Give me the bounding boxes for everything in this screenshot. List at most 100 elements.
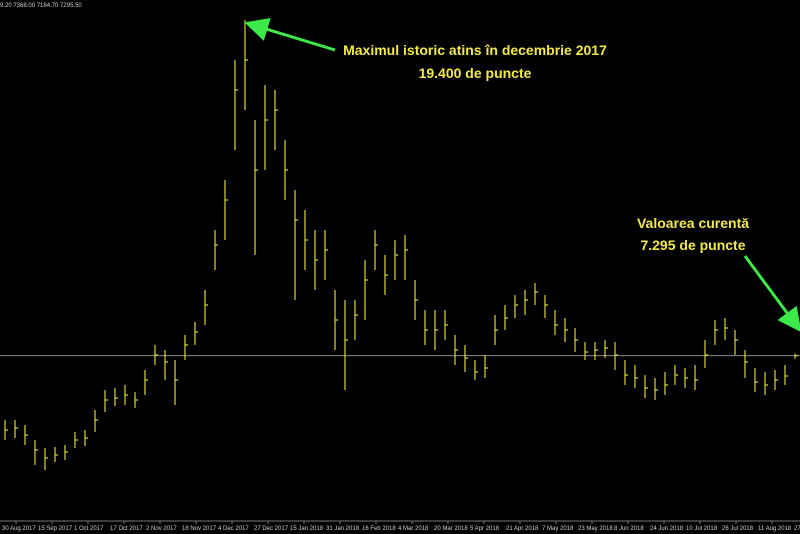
ohlc-bar xyxy=(304,210,308,270)
annotation: Maximul istoric atins în decembrie 2017 xyxy=(343,42,607,58)
ohlc-bar xyxy=(344,300,348,390)
arrow xyxy=(743,255,800,333)
ohlc-bar xyxy=(234,60,238,150)
x-tick-label: 18 Nov 2017 xyxy=(182,526,217,532)
x-tick-label: 31 Jan 2018 xyxy=(326,526,360,532)
ohlc-bar xyxy=(104,390,108,412)
ohlc-bar xyxy=(294,190,298,300)
ohlc-bar xyxy=(424,310,428,345)
x-tick-label: 17 Oct 2017 xyxy=(110,526,143,532)
ohlc-bar xyxy=(474,360,478,380)
ohlc-bar xyxy=(634,365,638,388)
ohlc-bar xyxy=(254,120,258,255)
x-tick-label: 26 Jul 2018 xyxy=(722,526,754,532)
x-tick-label: 2 Nov 2017 xyxy=(146,526,177,532)
ohlc-bar xyxy=(174,360,178,405)
ohlc-bar xyxy=(604,340,608,358)
x-tick-label: 15 Jan 2018 xyxy=(290,526,324,532)
ohlc-bar xyxy=(274,90,278,150)
ohlc-bar xyxy=(584,342,588,360)
ohlc-bar xyxy=(4,420,8,440)
ohlc-bar xyxy=(784,365,788,385)
ohlc-bar xyxy=(324,230,328,280)
ohlc-bar xyxy=(114,388,118,406)
ohlc-bar xyxy=(714,320,718,345)
ohlc-bar xyxy=(24,425,28,445)
ohlc-bar xyxy=(74,432,78,448)
ohlc-bar xyxy=(534,283,538,305)
ohlc-bar xyxy=(464,345,468,372)
ohlc-bar xyxy=(764,372,768,395)
ohlc-bar xyxy=(674,365,678,385)
ohlc-bar xyxy=(614,342,618,370)
ohlc-bar xyxy=(264,85,268,170)
x-tick-label: 4 Mar 2018 xyxy=(398,526,429,532)
x-tick-label: 11 Aug 2018 xyxy=(758,526,792,532)
x-tick-label: 5 Apr 2018 xyxy=(470,526,500,532)
x-tick-label: 24 Jun 2018 xyxy=(650,526,684,532)
ohlc-bar xyxy=(64,445,68,460)
ohlc-bar xyxy=(724,318,728,340)
ohlc-bar xyxy=(444,310,448,340)
x-tick-label: 4 Dec 2017 xyxy=(218,526,249,532)
ohlc-bar xyxy=(554,310,558,335)
ohlc-bar xyxy=(54,447,58,462)
ohlc-bar xyxy=(314,230,318,290)
x-tick-label: 30 Aug 2017 xyxy=(2,526,36,532)
ohlc-bar xyxy=(184,335,188,360)
ohlc-bar xyxy=(754,368,758,392)
arrow xyxy=(244,17,336,52)
ohlc-bar xyxy=(654,378,658,400)
ohlc-bar xyxy=(224,180,228,240)
ohlc-bar xyxy=(44,448,48,470)
ohlc-bar xyxy=(694,365,698,390)
ohlc-bar xyxy=(14,420,18,438)
ohlc-bar xyxy=(34,440,38,465)
ohlc-bar xyxy=(374,230,378,270)
annotation: Valoarea curentă xyxy=(637,215,749,231)
x-tick-label: 20 Mar 2018 xyxy=(434,526,468,532)
plot-area xyxy=(0,20,800,470)
x-tick-label: 27 xyxy=(794,526,800,532)
ohlc-bar xyxy=(124,385,128,405)
ohlc-bar xyxy=(544,295,548,318)
ohlc-bar xyxy=(94,410,98,432)
x-tick-label: 1 Oct 2017 xyxy=(74,526,104,532)
ohlc-bar xyxy=(144,370,148,395)
ohlc-bar xyxy=(194,322,198,345)
ohlc-bar xyxy=(744,350,748,378)
ohlc-bar xyxy=(704,340,708,368)
ohlc-bar xyxy=(494,315,498,345)
ohlc-bar xyxy=(214,230,218,270)
ohlc-bar xyxy=(524,290,528,315)
x-tick-label: 7 May 2018 xyxy=(542,526,574,532)
x-tick-label: 21 Apr 2018 xyxy=(506,526,539,532)
ohlc-bar xyxy=(284,140,288,200)
ohlc-bar xyxy=(404,235,408,280)
ohlc-bar xyxy=(434,310,438,350)
ohlc-bar xyxy=(624,360,628,385)
ohlc-bar xyxy=(644,375,648,398)
ohlc-bar xyxy=(164,350,168,380)
price-header: 9.20 7368.00 7184.70 7295.50 xyxy=(0,3,82,9)
ohlc-bar xyxy=(734,330,738,355)
annotation: 7.295 de puncte xyxy=(640,237,745,253)
x-tick-label: 23 May 2018 xyxy=(578,526,613,532)
ohlc-bar xyxy=(364,260,368,320)
ohlc-bar xyxy=(514,295,518,318)
ohlc-bar xyxy=(334,290,338,350)
ohlc-bar xyxy=(664,372,668,395)
x-tick-label: 27 Dec 2017 xyxy=(254,526,289,532)
ohlc-bar xyxy=(594,342,598,360)
ohlc-bar xyxy=(204,290,208,325)
ohlc-bar xyxy=(574,328,578,352)
ohlc-bar xyxy=(684,368,688,388)
ohlc-bar xyxy=(384,255,388,295)
x-tick-label: 8 Jun 2018 xyxy=(614,526,644,532)
ohlc-bar xyxy=(774,370,778,390)
x-tick-label: 16 Feb 2018 xyxy=(362,526,396,532)
ohlc-bar xyxy=(794,353,798,359)
